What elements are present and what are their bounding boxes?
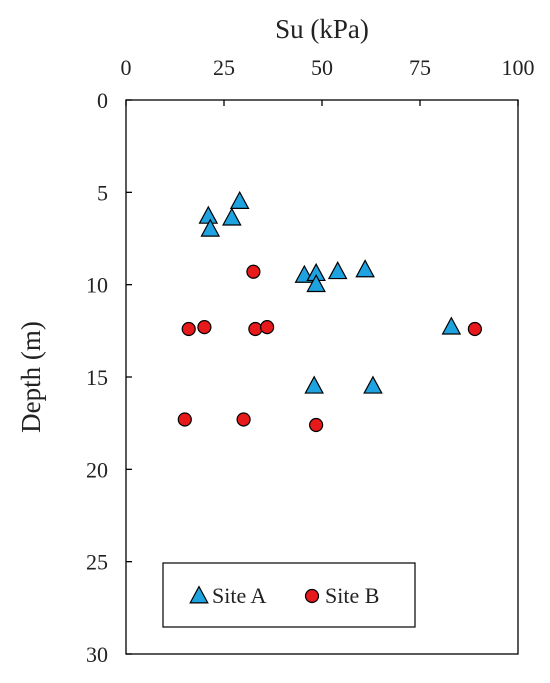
y-tick-label: 15 bbox=[86, 365, 108, 390]
site-a-point bbox=[355, 259, 375, 278]
y-tick-label: 10 bbox=[86, 273, 108, 298]
site-b-point bbox=[197, 320, 212, 335]
y-tick-label: 30 bbox=[86, 642, 108, 667]
x-tick-label: 25 bbox=[213, 55, 235, 80]
y-tick-label: 0 bbox=[97, 88, 108, 113]
site-a-point bbox=[222, 207, 242, 226]
site-a-point bbox=[198, 205, 219, 224]
site-b-point bbox=[181, 321, 196, 337]
y-tick-label: 20 bbox=[86, 457, 108, 482]
site-a-point bbox=[363, 375, 383, 394]
site-b-point bbox=[236, 412, 251, 427]
x-axis-title: Su (kPa) bbox=[275, 14, 369, 44]
legend-label: Site B bbox=[325, 583, 379, 608]
x-tick-label: 75 bbox=[409, 55, 431, 80]
legend-box bbox=[162, 562, 416, 628]
site-b-point bbox=[260, 320, 275, 335]
site-a-point bbox=[200, 218, 221, 237]
x-tick-label: 50 bbox=[311, 55, 333, 80]
x-tick-label: 0 bbox=[121, 55, 132, 80]
site-b-point bbox=[177, 412, 192, 427]
legend-marker-site-a bbox=[189, 585, 209, 604]
axes-layer: 0 25 50 75 100 0 5 10 15 20 25 30 bbox=[86, 55, 535, 667]
site-b-point bbox=[309, 417, 324, 433]
site-b-point bbox=[246, 264, 261, 279]
points-layer bbox=[177, 190, 482, 433]
site-a-point bbox=[229, 190, 250, 210]
y-axis-title: Depth (m) bbox=[16, 321, 46, 433]
site-a-point bbox=[306, 273, 326, 293]
legend: Site A Site B bbox=[162, 562, 416, 628]
site-b-point bbox=[248, 321, 263, 337]
site-a-point bbox=[441, 316, 462, 335]
y-tick-label: 5 bbox=[97, 180, 108, 205]
legend-marker-site-b bbox=[304, 588, 320, 604]
x-tick-label: 100 bbox=[502, 55, 535, 80]
site-a-point bbox=[304, 375, 324, 394]
site-b-point bbox=[467, 321, 482, 337]
legend-label: Site A bbox=[212, 583, 267, 608]
y-tick-label: 25 bbox=[86, 550, 108, 575]
site-a-point bbox=[327, 261, 348, 280]
